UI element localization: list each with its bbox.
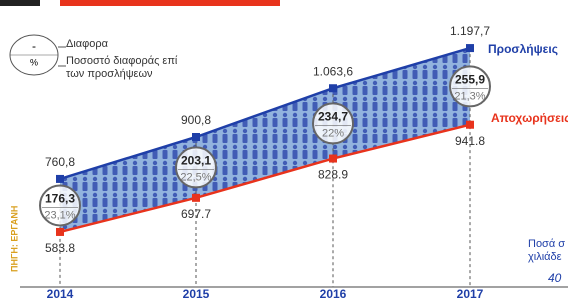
y-tick-label: 40 xyxy=(548,271,562,285)
value-label: 941.8 xyxy=(455,134,485,148)
value-label: 760,8 xyxy=(45,155,75,169)
value-label: 828.9 xyxy=(318,168,348,182)
series-name: Προσλήψεις xyxy=(488,42,558,56)
legend: Διαφορα Ποσοστό διαφοράς επί των προσλήψ… xyxy=(66,38,196,85)
difference-label: 255,9 xyxy=(455,73,485,87)
x-tick-label: 2017 xyxy=(457,287,484,300)
legend-entry: Διαφορα xyxy=(66,38,196,51)
marker xyxy=(466,121,474,129)
value-label: 1.063,6 xyxy=(313,64,353,78)
marker xyxy=(192,133,200,141)
difference-pct-label: 22,5% xyxy=(180,171,211,183)
marker xyxy=(329,155,337,163)
value-label: 1.197,7 xyxy=(450,24,490,38)
difference-pct-label: 23,1% xyxy=(44,209,75,221)
unit-note: χιλιάδε xyxy=(528,251,562,263)
marker xyxy=(466,44,474,52)
marker xyxy=(56,228,64,236)
legend-symbol: % xyxy=(30,57,38,67)
value-label: 697.7 xyxy=(181,207,211,221)
x-tick-label: 2015 xyxy=(183,287,210,300)
series-name: Αποχωρήσεις xyxy=(491,111,568,125)
legend-entry: Ποσοστό διαφοράς επί των προσλήψεων xyxy=(66,55,196,81)
difference-pct-label: 21,3% xyxy=(454,90,485,102)
title-bar xyxy=(0,0,40,6)
difference-label: 234,7 xyxy=(318,110,348,124)
marker xyxy=(56,175,64,183)
difference-label: 203,1 xyxy=(181,154,211,168)
legend-symbol: - xyxy=(32,39,36,53)
unit-note: Ποσά σ xyxy=(528,238,565,250)
title-bar xyxy=(60,0,280,6)
source: ΠΗΓΗ: ΕΡΓΑΝΗ xyxy=(9,206,19,272)
x-tick-label: 2016 xyxy=(320,287,347,300)
marker xyxy=(329,84,337,92)
x-tick-label: 2014 xyxy=(47,287,74,300)
marker xyxy=(192,194,200,202)
page: - % ΠΗΓΗ: ΕΡΓΑΝΗ Ποσά σ χιλιάδε 40 2014 20… xyxy=(0,0,568,300)
value-label: 900,8 xyxy=(181,113,211,127)
difference-pct-label: 22% xyxy=(322,127,344,139)
value-label: 583.8 xyxy=(45,241,75,255)
difference-label: 176,3 xyxy=(45,192,75,206)
